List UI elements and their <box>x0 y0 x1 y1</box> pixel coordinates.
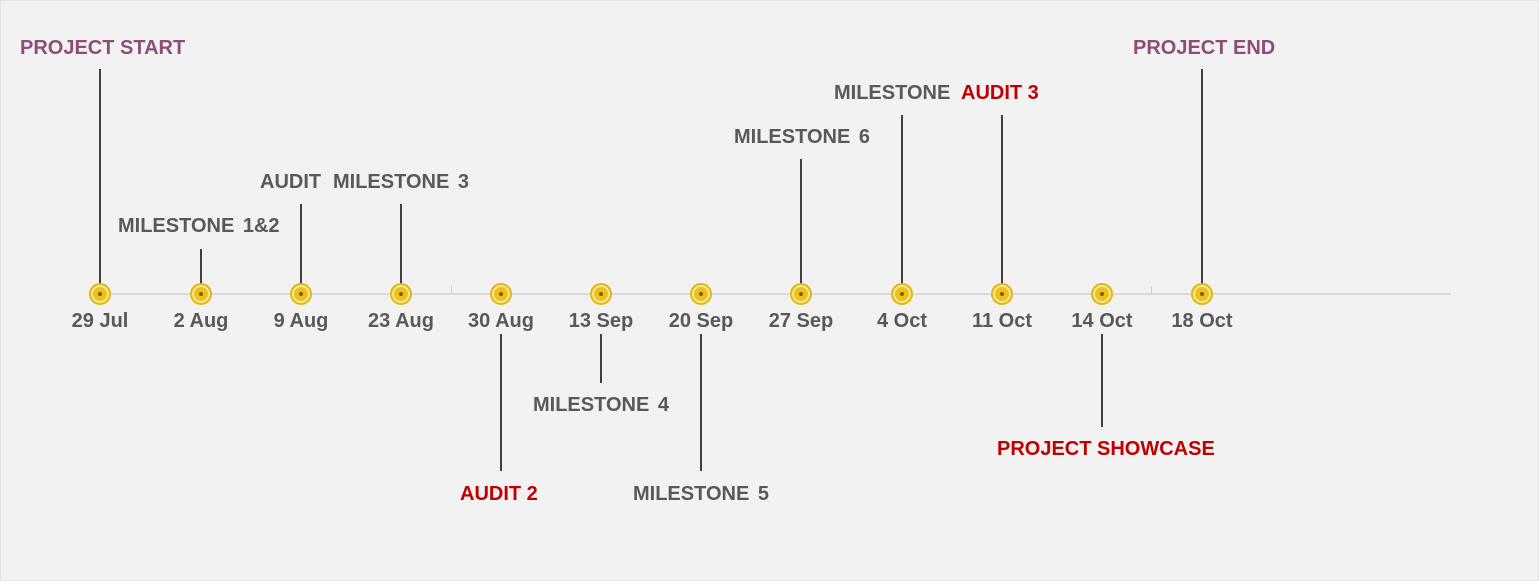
event-label-project-start: PROJECT START <box>20 37 186 59</box>
timeline-marker <box>290 283 312 305</box>
leader-line-audit <box>300 204 302 294</box>
event-label-milestone-3: MILESTONE 3 <box>333 171 469 193</box>
event-label-milestone-5: MILESTONE 5 <box>633 483 769 505</box>
timeline-marker <box>590 283 612 305</box>
leader-line-audit-3 <box>1001 115 1003 294</box>
leader-line-audit-2 <box>500 334 502 471</box>
leader-line-milestone-4 <box>600 334 602 383</box>
timeline-marker <box>1191 283 1213 305</box>
leader-line-milestone-3 <box>400 204 402 294</box>
timeline-marker <box>89 283 111 305</box>
date-label: 30 Aug <box>468 310 534 332</box>
event-label-project-showcase: PROJECT SHOWCASE <box>997 438 1215 460</box>
event-label-milestone-4: MILESTONE 4 <box>533 394 669 416</box>
timeline-marker <box>490 283 512 305</box>
timeline-marker <box>390 283 412 305</box>
leader-line-project-start <box>99 69 101 294</box>
axis-tick <box>1151 286 1152 294</box>
date-label: 14 Oct <box>1071 310 1133 332</box>
leader-line-milestone-5 <box>700 334 702 471</box>
event-label-audit-3: AUDIT 3 <box>961 82 1039 104</box>
event-label-audit-2: AUDIT 2 <box>460 483 538 505</box>
event-label-milestone-6: MILESTONE 6 <box>734 126 870 148</box>
event-label-audit: AUDIT <box>260 171 322 193</box>
date-label: 27 Sep <box>768 310 834 332</box>
date-label: 20 Sep <box>668 310 734 332</box>
timeline-marker <box>1091 283 1113 305</box>
timeline-marker <box>891 283 913 305</box>
date-label: 23 Aug <box>368 310 434 332</box>
leader-line-milestone <box>901 115 903 294</box>
event-label-milestone-1-2: MILESTONE 1&2 <box>118 215 280 237</box>
timeline-marker <box>690 283 712 305</box>
axis-tick <box>451 286 452 294</box>
leader-line-project-showcase <box>1101 334 1103 427</box>
leader-line-project-end <box>1201 69 1203 294</box>
date-label: 4 Oct <box>876 310 928 332</box>
timeline-axis <box>100 293 1451 295</box>
event-label-project-end: PROJECT END <box>1133 37 1276 59</box>
leader-line-milestone-6 <box>800 159 802 294</box>
date-label: 29 Jul <box>71 310 129 332</box>
date-label: 11 Oct <box>971 310 1033 332</box>
event-label-milestone: MILESTONE <box>834 82 951 104</box>
timeline-marker <box>790 283 812 305</box>
date-label: 2 Aug <box>173 310 229 332</box>
date-label: 13 Sep <box>568 310 634 332</box>
timeline-marker <box>991 283 1013 305</box>
date-label: 9 Aug <box>273 310 329 332</box>
date-label: 18 Oct <box>1171 310 1233 332</box>
leader-line-milestone-1-2 <box>200 249 202 294</box>
timeline-marker <box>190 283 212 305</box>
